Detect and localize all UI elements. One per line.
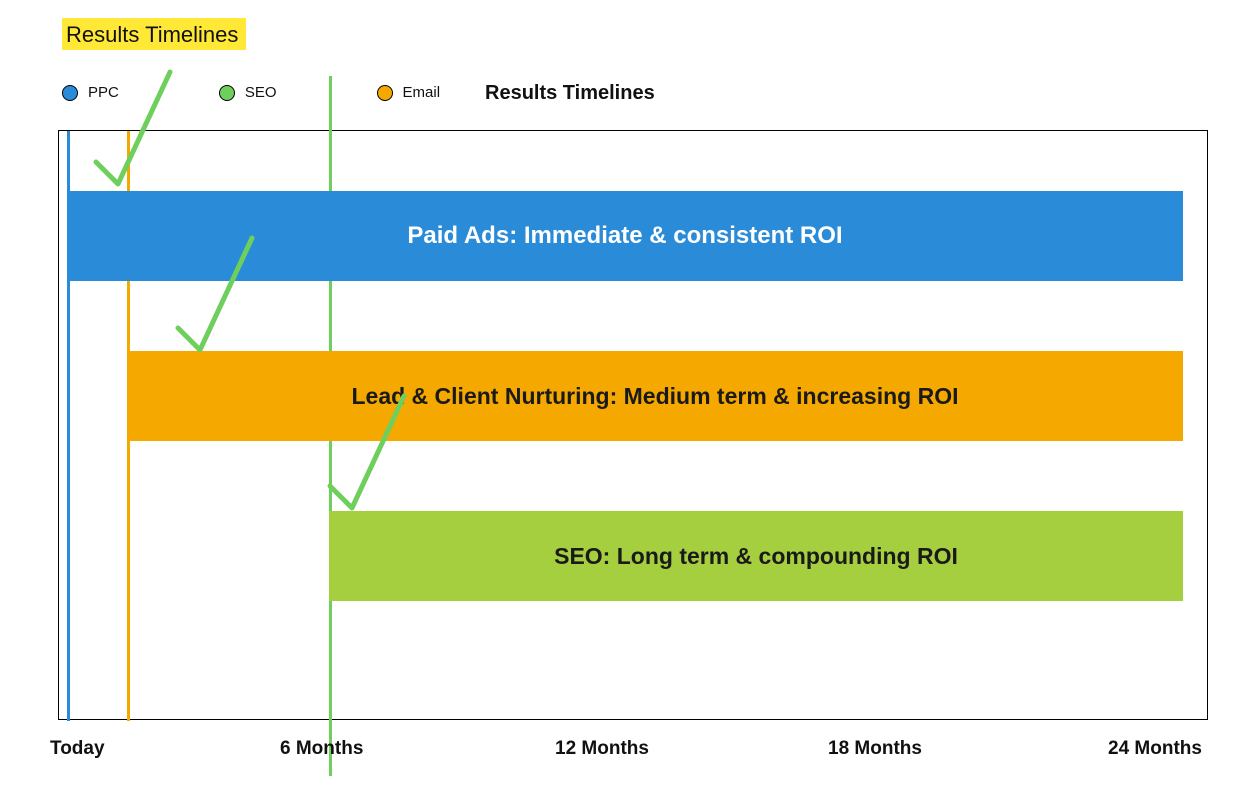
- legend-label-email: Email: [403, 84, 441, 101]
- highlight-title-text: Results Timelines: [66, 22, 238, 47]
- highlight-title: Results Timelines: [62, 18, 246, 50]
- xaxis-label-today: Today: [50, 738, 105, 760]
- legend-item-email: Email: [377, 84, 441, 101]
- legend-label-seo: SEO: [245, 84, 277, 101]
- xaxis-label-18mo: 18 Months: [828, 738, 922, 760]
- bar-seo: SEO: Long term & compounding ROI: [329, 511, 1183, 601]
- chart-box: Paid Ads: Immediate & consistent ROI Lea…: [58, 130, 1208, 720]
- xaxis-label-6mo: 6 Months: [280, 738, 363, 760]
- bar-seo-label: SEO: Long term & compounding ROI: [534, 543, 978, 570]
- xaxis-label-12mo: 12 Months: [555, 738, 649, 760]
- legend-dot-seo: [219, 85, 235, 101]
- legend-dot-ppc: [62, 85, 78, 101]
- legend-label-ppc: PPC: [88, 84, 119, 101]
- legend: PPC SEO Email: [62, 84, 440, 101]
- chart-title: Results Timelines: [485, 82, 655, 105]
- bar-paid-ads: Paid Ads: Immediate & consistent ROI: [67, 191, 1183, 281]
- legend-item-seo: SEO: [219, 84, 277, 101]
- bar-nurturing-label: Lead & Client Nurturing: Medium term & i…: [331, 383, 978, 410]
- legend-item-ppc: PPC: [62, 84, 119, 101]
- bar-nurturing: Lead & Client Nurturing: Medium term & i…: [127, 351, 1183, 441]
- xaxis-label-24mo: 24 Months: [1108, 738, 1202, 760]
- legend-dot-email: [377, 85, 393, 101]
- bar-paid-ads-label: Paid Ads: Immediate & consistent ROI: [387, 222, 862, 250]
